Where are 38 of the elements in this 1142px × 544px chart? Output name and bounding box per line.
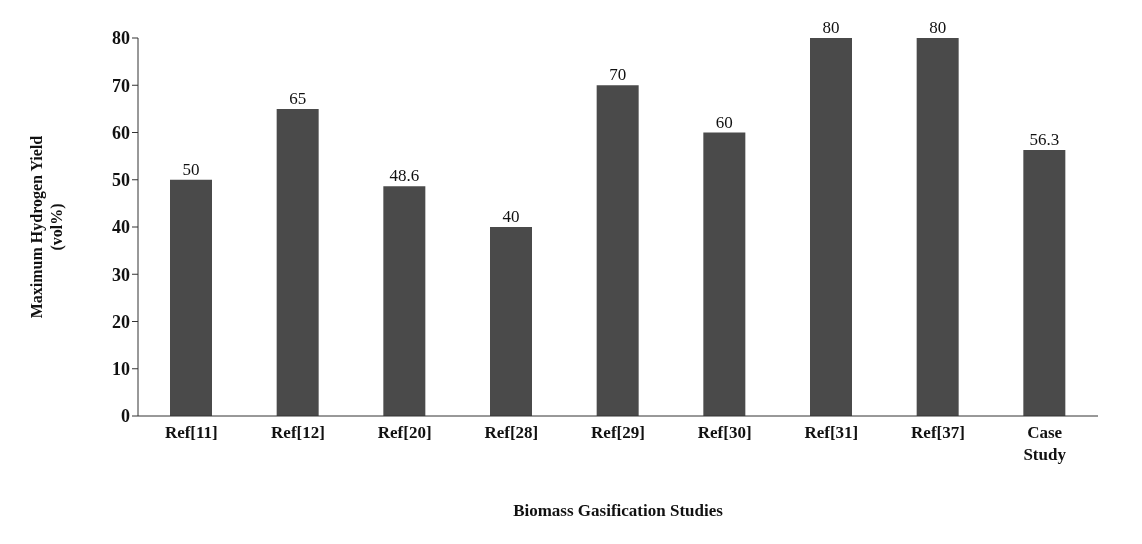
data-label: 56.3 — [1029, 129, 1060, 149]
y-tick-label: 10 — [112, 359, 130, 380]
y-tick-label: 0 — [121, 406, 130, 427]
x-tick-label: Ref[31] — [804, 423, 859, 442]
data-label: 65 — [289, 88, 307, 108]
bar — [490, 227, 532, 416]
x-tick-label: Ref[37] — [911, 423, 965, 442]
bar — [1023, 149, 1066, 416]
x-tick-label: Ref[28] — [484, 423, 539, 442]
y-tick-label: 60 — [112, 122, 130, 143]
y-tick-label: 40 — [112, 217, 130, 238]
x-tick-label: Ref[20] — [377, 423, 432, 442]
bar — [170, 179, 212, 416]
x-tick-label: Ref[29] — [591, 423, 645, 442]
bar — [276, 108, 319, 416]
x-tick-label: Ref[30] — [697, 423, 752, 442]
data-label: 40 — [502, 207, 520, 226]
x-tick-label: Ref[11] — [164, 423, 218, 442]
x-tick-label: Case Study — [1023, 423, 1067, 464]
bar — [916, 38, 959, 416]
bar — [703, 132, 746, 416]
x-tick-label: Ref[12] — [271, 423, 325, 442]
y-axis-title: Maximum Hydrogen Yield (vol%) — [28, 135, 66, 319]
data-label: 60 — [715, 112, 733, 132]
data-label: 50 — [182, 159, 200, 179]
data-label: 80 — [929, 18, 947, 37]
bar — [383, 186, 426, 416]
y-tick-label: 80 — [112, 28, 130, 49]
bar — [810, 38, 852, 416]
y-tick-label: 70 — [112, 75, 130, 96]
data-label: 70 — [609, 65, 627, 85]
x-axis-title: Biomass Gasification Studies — [513, 501, 724, 520]
data-label: 48.6 — [389, 166, 420, 186]
data-label: 80 — [822, 18, 840, 37]
bar — [596, 85, 639, 416]
y-tick-label: 30 — [112, 264, 130, 285]
y-tick-label: 50 — [112, 170, 130, 191]
y-tick-label: 20 — [112, 311, 130, 332]
